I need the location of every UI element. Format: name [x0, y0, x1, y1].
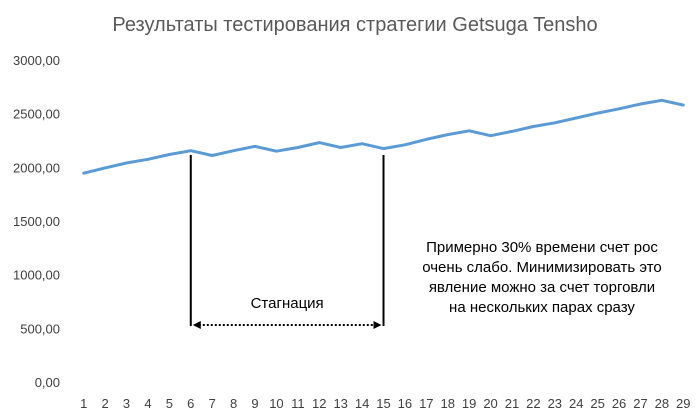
x-tick-label: 19 — [462, 396, 476, 411]
x-tick-label: 9 — [251, 396, 258, 411]
x-tick-label: 23 — [548, 396, 562, 411]
x-tick-label: 17 — [419, 396, 433, 411]
x-tick-label: 13 — [333, 396, 347, 411]
x-tick-label: 11 — [291, 396, 305, 411]
y-tick-label: 500,00 — [20, 321, 60, 336]
x-tick-label: 26 — [612, 396, 626, 411]
note-line-4: на нескольких парах сразу — [449, 299, 635, 316]
note-line-3: явление можно за счет торговли — [429, 279, 655, 296]
x-tick-label: 28 — [655, 396, 669, 411]
stagnation-label: Стагнация — [251, 295, 324, 312]
x-tick-label: 10 — [269, 396, 283, 411]
x-tick-label: 20 — [483, 396, 497, 411]
x-tick-label: 6 — [187, 396, 194, 411]
note-line-2: очень слабо. Минимизировать это — [422, 259, 662, 276]
x-tick-label: 4 — [144, 396, 151, 411]
y-tick-label: 2500,00 — [13, 107, 60, 122]
x-tick-label: 18 — [441, 396, 455, 411]
x-tick-label: 14 — [355, 396, 369, 411]
x-tick-label: 16 — [398, 396, 412, 411]
x-tick-label: 3 — [123, 396, 130, 411]
y-tick-label: 1500,00 — [13, 214, 60, 229]
stagnation-arrowhead-left — [192, 321, 201, 329]
y-tick-label: 2000,00 — [13, 160, 60, 175]
x-tick-label: 25 — [590, 396, 604, 411]
chart-title: Результаты тестирования стратегии Getsug… — [112, 14, 597, 36]
x-tick-label: 29 — [676, 396, 690, 411]
y-tick-label: 1000,00 — [13, 268, 60, 283]
y-tick-label: 3000,00 — [13, 53, 60, 68]
annotation-layer: Стагнация Примерно 30% времени счет рос … — [189, 155, 662, 329]
x-tick-label: 8 — [230, 396, 237, 411]
x-tick-label: 7 — [209, 396, 216, 411]
x-tick-label: 1 — [80, 396, 87, 411]
x-tick-label: 27 — [633, 396, 647, 411]
series-layer — [82, 98, 685, 175]
x-tick-label: 2 — [102, 396, 109, 411]
y-axis: 0,00 500,00 1000,00 1500,00 2000,00 2500,00 30… — [13, 53, 60, 390]
x-tick-label: 22 — [526, 396, 540, 411]
x-tick-label: 21 — [505, 396, 519, 411]
x-tick-label: 5 — [166, 396, 173, 411]
y-tick-label: 0,00 — [35, 375, 60, 390]
x-axis: 1 2 3 4 5 6 7 8 9 10 11 12 13 14 15 16 17 18 19 20 21 22 23 24 2… — [80, 396, 690, 411]
note-line-1: Примерно 30% времени счет рос — [426, 239, 658, 256]
series-line — [82, 98, 685, 175]
stagnation-arrowhead-right — [373, 321, 382, 329]
x-tick-label: 12 — [312, 396, 326, 411]
x-tick-label: 24 — [569, 396, 583, 411]
x-tick-label: 15 — [376, 396, 390, 411]
